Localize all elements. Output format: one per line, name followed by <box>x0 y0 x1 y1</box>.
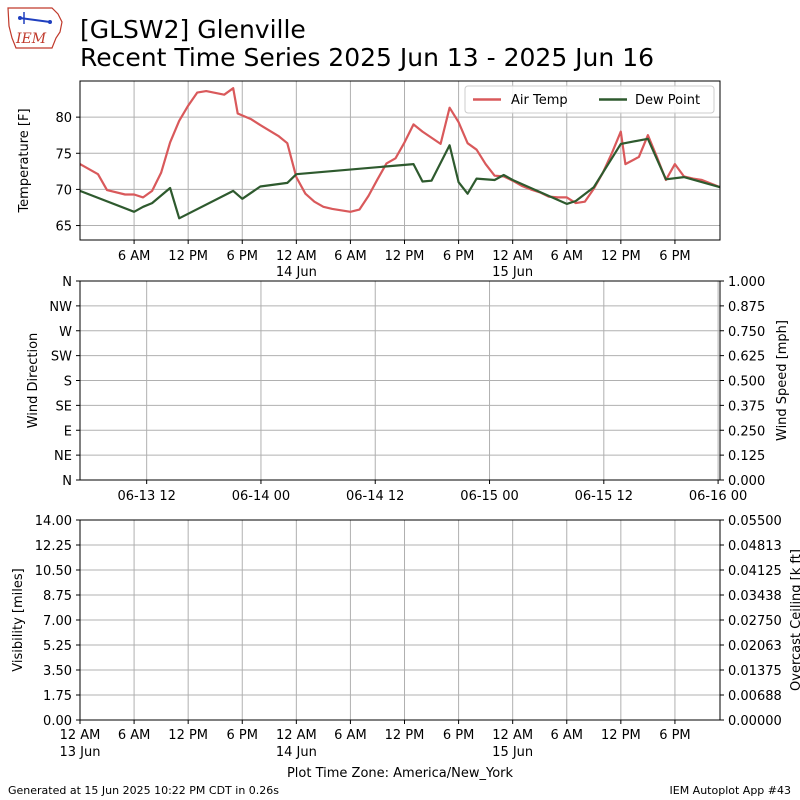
visibility-tick-label: 7.00 <box>43 614 72 629</box>
wind-xtick-label: 06-16 00 <box>689 489 747 504</box>
temp-xtick-label: 6 PM <box>227 249 258 264</box>
wind-dir-tick-label: W <box>59 325 72 340</box>
visibility-tick-label: 1.75 <box>43 689 72 704</box>
temp-xtick-label: 12 AM <box>492 249 533 264</box>
temp-xtick-date: 15 Jun <box>492 265 533 280</box>
wind-dir-tick-label: N <box>62 474 72 489</box>
wind-dir-tick-label: SW <box>51 350 72 365</box>
temp-xtick-label: 12 AM <box>276 249 317 264</box>
legend-air-temp-label: Air Temp <box>511 93 568 108</box>
wind-speed-tick-label: 0.875 <box>728 300 765 315</box>
visibility-tick-label: 12.25 <box>35 539 72 554</box>
temp-xtick-date: 14 Jun <box>276 265 317 280</box>
temp-xtick-label: 6 PM <box>659 249 690 264</box>
legend-dew-point-label: Dew Point <box>635 93 700 108</box>
temp-ytick-label: 70 <box>55 183 72 198</box>
title-line-1: [GLSW2] Glenville <box>80 15 306 44</box>
wind-speed-tick-label: 0.500 <box>728 375 765 390</box>
wind-speed-tick-label: 0.000 <box>728 474 765 489</box>
wind-speed-tick-label: 1.000 <box>728 275 765 290</box>
ceiling-tick-label: 0.00000 <box>728 714 782 729</box>
temp-xtick-label: 12 PM <box>385 249 425 264</box>
wind-speed-tick-label: 0.625 <box>728 350 765 365</box>
title-line-2: Recent Time Series 2025 Jun 13 - 2025 Ju… <box>80 43 654 72</box>
vis-xtick-label: 12 PM <box>385 728 425 743</box>
visibility-tick-label: 8.75 <box>43 589 72 604</box>
vis-xtick-date: 14 Jun <box>276 745 317 760</box>
vis-xtick-label: 12 AM <box>60 728 101 743</box>
wind-speed-axis-label: Wind Speed [mph] <box>775 320 790 441</box>
vis-xtick-label: 12 PM <box>168 728 208 743</box>
legend-box <box>464 85 715 114</box>
wind-dir-tick-label: SE <box>56 399 72 414</box>
x-axis-label: Plot Time Zone: America/New_York <box>287 766 514 781</box>
vis-xtick-date: 13 Jun <box>60 745 101 760</box>
wind-xtick-label: 06-13 12 <box>117 489 175 504</box>
temp-xtick-label: 12 PM <box>601 249 641 264</box>
wind-xtick-label: 06-14 00 <box>232 489 290 504</box>
vis-xtick-label: 6 PM <box>659 728 690 743</box>
vis-xtick-label: 12 AM <box>492 728 533 743</box>
temp-xtick-label: 6 AM <box>551 249 584 264</box>
ceiling-tick-label: 0.05500 <box>728 514 782 529</box>
temp-frame <box>79 80 721 241</box>
ceiling-tick-label: 0.01375 <box>728 664 782 679</box>
wind-dir-tick-label: S <box>64 375 72 390</box>
temp-xtick-label: 6 AM <box>334 249 367 264</box>
visibility-tick-label: 0.00 <box>43 714 72 729</box>
wind-speed-tick-label: 0.750 <box>728 325 765 340</box>
wind-xtick-label: 06-15 12 <box>575 489 633 504</box>
wind-frame <box>79 280 721 481</box>
vis-xtick-label: 6 PM <box>443 728 474 743</box>
vis-xtick-label: 6 AM <box>334 728 367 743</box>
temp-axis-label: Temperature [F] <box>17 108 32 213</box>
wind-dir-tick-label: E <box>64 424 72 439</box>
wind-direction-axis-label: Wind Direction <box>26 333 41 429</box>
visibility-tick-label: 10.50 <box>35 564 72 579</box>
vis-frame <box>79 519 721 721</box>
wind-dir-tick-label: NE <box>54 449 72 464</box>
visibility-tick-label: 14.00 <box>35 514 72 529</box>
vis-xtick-label: 12 AM <box>276 728 317 743</box>
air-temp-line <box>79 87 721 213</box>
wind-xtick-label: 06-15 00 <box>460 489 518 504</box>
wind-speed-tick-label: 0.125 <box>728 449 765 464</box>
ceiling-tick-label: 0.03438 <box>728 589 782 604</box>
wind-speed-tick-label: 0.375 <box>728 399 765 414</box>
temp-ytick-label: 80 <box>55 111 72 126</box>
temp-ytick-label: 65 <box>55 220 72 235</box>
temp-xtick-label: 6 PM <box>443 249 474 264</box>
vis-xtick-date: 15 Jun <box>492 745 533 760</box>
dew-point-line <box>79 137 721 220</box>
visibility-axis-label: Visibility [miles] <box>11 568 26 671</box>
iem-logo: IEM <box>6 6 66 50</box>
temp-xtick-label: 12 PM <box>168 249 208 264</box>
ceiling-axis-label: Overcast Ceiling [k ft] <box>789 549 800 691</box>
generated-note: Generated at 15 Jun 2025 10:22 PM CDT in… <box>8 784 280 797</box>
visibility-tick-label: 3.50 <box>43 664 72 679</box>
ceiling-tick-label: 0.00688 <box>728 689 782 704</box>
vis-xtick-label: 6 PM <box>227 728 258 743</box>
vis-xtick-label: 12 PM <box>601 728 641 743</box>
ceiling-tick-label: 0.02750 <box>728 614 782 629</box>
ceiling-tick-label: 0.04125 <box>728 564 782 579</box>
ceiling-tick-label: 0.02063 <box>728 639 782 654</box>
ceiling-tick-label: 0.04813 <box>728 539 782 554</box>
wind-xtick-label: 06-14 12 <box>346 489 404 504</box>
svg-text:IEM: IEM <box>15 31 47 47</box>
temp-xtick-label: 6 AM <box>118 249 151 264</box>
temp-ytick-label: 75 <box>55 147 72 162</box>
vis-xtick-label: 6 AM <box>118 728 151 743</box>
wind-dir-tick-label: N <box>62 275 72 290</box>
visibility-tick-label: 5.25 <box>43 639 72 654</box>
chart-title: [GLSW2] Glenville Recent Time Series 202… <box>80 16 654 72</box>
vis-xtick-label: 6 AM <box>551 728 584 743</box>
wind-speed-tick-label: 0.250 <box>728 424 765 439</box>
app-note: IEM Autoplot App #43 <box>669 784 792 797</box>
wind-dir-tick-label: NW <box>49 300 72 315</box>
